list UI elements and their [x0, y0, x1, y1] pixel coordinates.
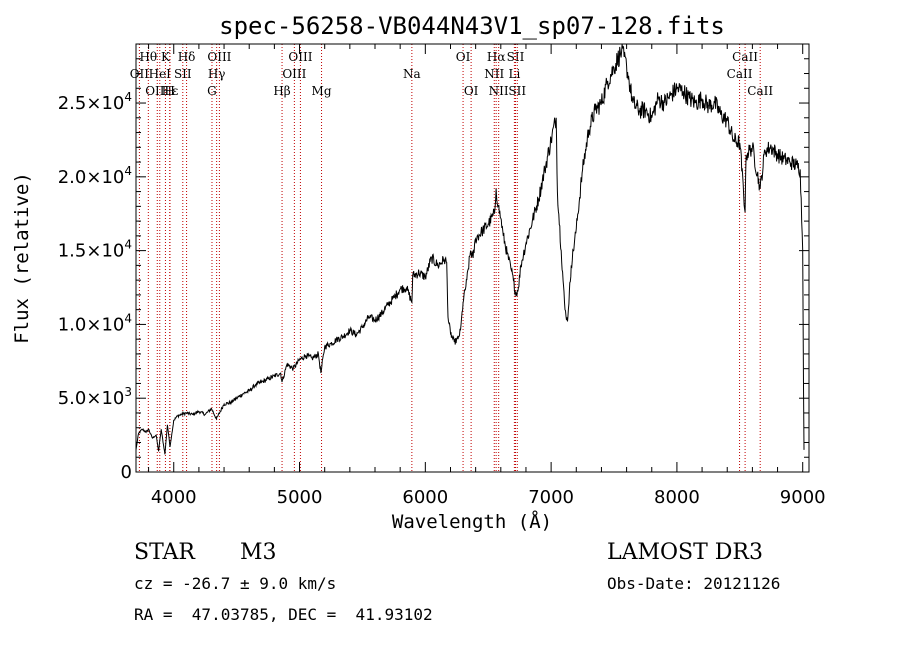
x-tick-label: 6000	[402, 487, 448, 508]
spectral-line-label: OI	[456, 50, 471, 64]
y-tick-mantissa: 5.0×10	[58, 388, 125, 409]
y-tick-mantissa: 2.0×10	[58, 167, 125, 188]
spectral-line-label: K	[161, 50, 171, 64]
y-tick-label: 0	[121, 462, 132, 483]
spectral-line-label: Hθ	[139, 50, 157, 64]
plot-frame	[135, 43, 810, 473]
x-axis-label: Wavelength (Å)	[392, 510, 552, 533]
spectral-line-label: Hβ	[273, 84, 290, 98]
object-class: STAR	[134, 540, 195, 565]
redshift-velocity: cz = -26.7 ± 9.0 km/s	[134, 574, 337, 593]
survey-name: LAMOST DR3	[607, 540, 763, 565]
y-tick-exponent: 4	[124, 311, 132, 325]
spectral-line-label: OIII	[207, 50, 231, 64]
spectral-line-label: Na	[403, 67, 421, 81]
y-tick-label: 1.5×104	[58, 238, 132, 262]
object-subclass: M3	[240, 540, 277, 565]
x-tick-label: 5000	[277, 487, 323, 508]
spectral-line-label: Mg	[312, 84, 332, 98]
spectral-line-label: CaII	[747, 84, 773, 98]
y-tick-mantissa: 1.5×10	[58, 241, 125, 262]
spectral-line-label: Hγ	[208, 67, 226, 81]
x-tick-label: 9000	[780, 487, 826, 508]
ra-dec-coordinates: RA = 47.03785, DEC = 41.93102	[134, 605, 433, 624]
chart-title: spec-56258-VB044N43V1_sp07-128.fits	[219, 12, 725, 40]
spectral-line-label: Li	[508, 67, 520, 81]
spectral-line-label: OIII	[282, 67, 306, 81]
spectral-line-label: CaII	[732, 50, 758, 64]
x-axis-ticks: 4000 5000 6000 7000 8000 9000	[148, 44, 826, 508]
spectral-line-label: NII	[489, 84, 509, 98]
y-tick-exponent: 4	[124, 90, 132, 104]
spectral-line-label: OI	[464, 84, 479, 98]
y-tick-mantissa: 0	[121, 462, 132, 483]
y-tick-label: 5.0×103	[58, 385, 132, 409]
spectral-line-label: SII	[507, 50, 525, 64]
spectral-line-label: Hδ	[178, 50, 196, 64]
observation-date: Obs-Date: 20121126	[607, 574, 781, 593]
y-tick-label: 1.0×104	[58, 311, 132, 335]
spectral-line-label: Hα	[487, 50, 506, 64]
y-tick-exponent: 4	[124, 238, 132, 252]
spectral-line-label: SII	[174, 67, 192, 81]
spectral-line-label: Hε	[162, 84, 179, 98]
spectral-line-label: CaII	[727, 67, 753, 81]
x-tick-label: 7000	[528, 487, 574, 508]
y-tick-exponent: 3	[124, 385, 132, 399]
x-tick-label: 4000	[151, 487, 197, 508]
spectral-line-label: OIII	[288, 50, 312, 64]
y-tick-label: 2.0×104	[58, 164, 132, 188]
y-tick-exponent: 4	[124, 164, 132, 178]
spectral-line-label: OIII	[145, 84, 169, 98]
spectral-line-label: G	[207, 84, 217, 98]
flux-series-line	[135, 43, 805, 455]
spectral-line-label: SII	[508, 84, 526, 98]
spectral-line-label: HeI	[149, 67, 172, 81]
spectral-line-label: NII	[484, 67, 504, 81]
y-axis-label: Flux (relative)	[11, 172, 33, 344]
y-tick-mantissa: 2.5×10	[58, 93, 125, 114]
y-tick-mantissa: 1.0×10	[58, 314, 125, 335]
y-tick-label: 2.5×104	[58, 90, 132, 114]
spectral-line-label: H	[164, 84, 174, 98]
x-tick-label: 8000	[654, 487, 700, 508]
